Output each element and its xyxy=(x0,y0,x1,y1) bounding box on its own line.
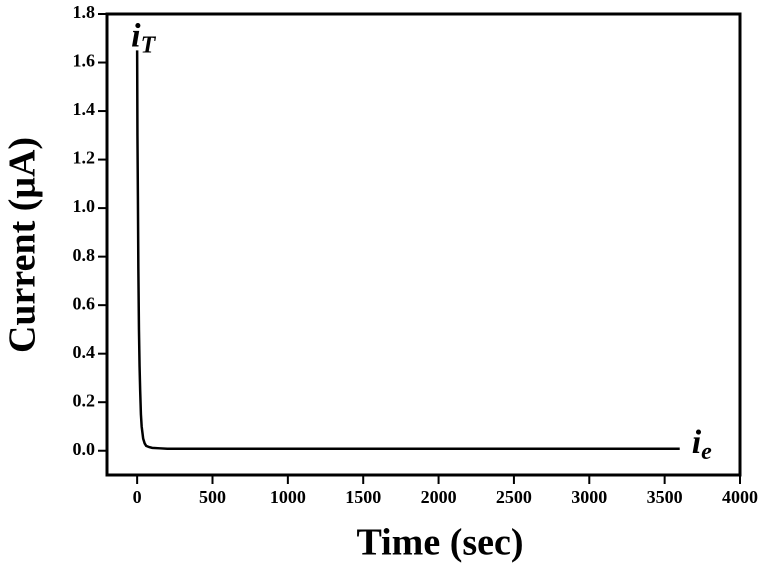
annotation-text: i xyxy=(131,17,141,54)
y-tick-label: 1.0 xyxy=(73,196,96,216)
y-tick-label: 0.4 xyxy=(73,342,96,362)
x-tick-label: 4000 xyxy=(722,487,758,507)
y-tick-label: 0.6 xyxy=(73,293,96,313)
y-tick-label: 0.8 xyxy=(73,245,96,265)
x-tick-label: 2000 xyxy=(421,487,457,507)
x-tick-label: 2500 xyxy=(496,487,532,507)
data-line xyxy=(135,50,680,451)
y-tick-label: 1.8 xyxy=(73,2,96,22)
x-tick-label: 1500 xyxy=(345,487,381,507)
annotation-text: i xyxy=(692,424,702,461)
x-tick-label: 1000 xyxy=(270,487,306,507)
y-axis-title: Current (μA) xyxy=(2,137,44,353)
x-tick-label: 500 xyxy=(199,487,226,507)
x-tick-label: 0 xyxy=(133,487,142,507)
y-tick-label: 0.0 xyxy=(73,439,96,459)
annotation: iT xyxy=(131,17,156,58)
x-tick-label: 3500 xyxy=(647,487,683,507)
y-tick-label: 1.2 xyxy=(73,148,96,168)
y-tick-label: 1.4 xyxy=(73,99,96,119)
y-tick-label: 1.6 xyxy=(73,51,96,71)
plot-frame xyxy=(105,12,742,477)
annotation-subscript: T xyxy=(141,32,157,58)
y-tick-label: 0.2 xyxy=(73,390,96,410)
x-tick-label: 3000 xyxy=(571,487,607,507)
annotation-subscript: e xyxy=(701,438,712,464)
annotation: ie xyxy=(692,424,712,465)
x-axis-title: Time (sec) xyxy=(356,522,523,564)
